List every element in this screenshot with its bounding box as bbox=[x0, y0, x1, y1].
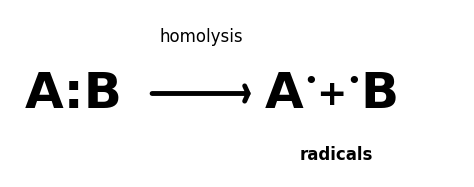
Text: +: + bbox=[317, 78, 347, 112]
Text: •: • bbox=[346, 70, 361, 94]
Text: A:B: A:B bbox=[25, 70, 122, 117]
Text: •: • bbox=[303, 70, 318, 94]
Text: A: A bbox=[265, 70, 304, 117]
Text: radicals: radicals bbox=[300, 146, 373, 164]
Text: homolysis: homolysis bbox=[160, 28, 243, 46]
Text: B: B bbox=[360, 70, 398, 117]
